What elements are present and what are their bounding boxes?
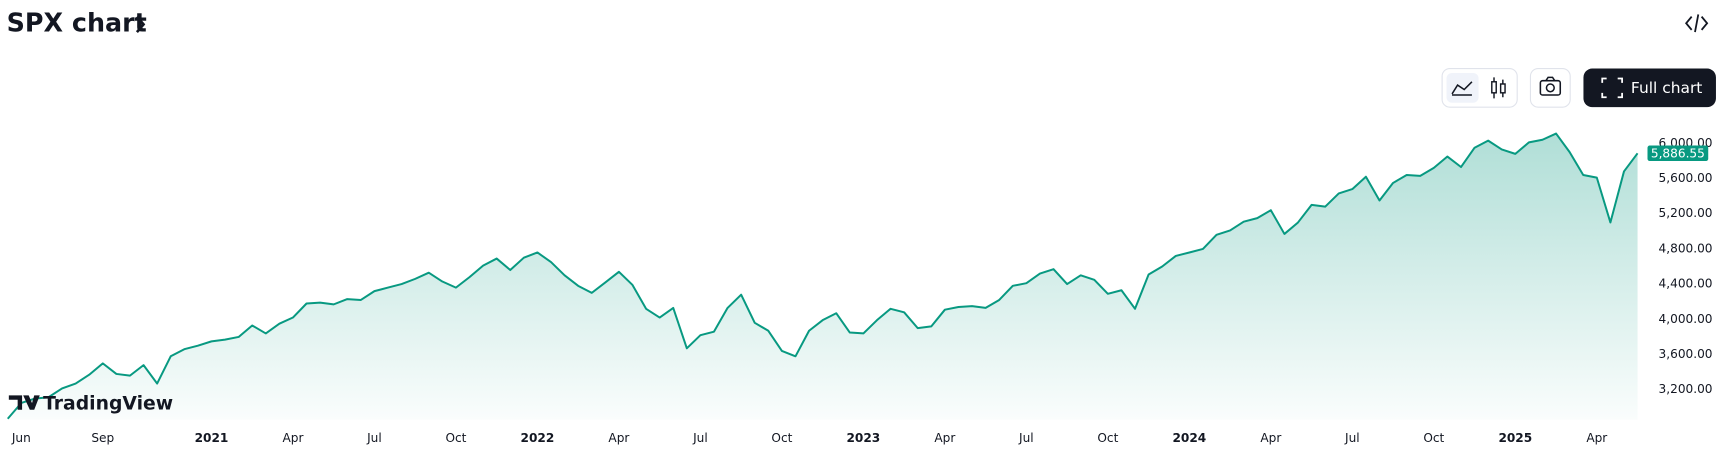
line-style-icon (1451, 81, 1473, 96)
camera-icon (1539, 76, 1562, 96)
x-tick-label: Jul (1018, 431, 1034, 445)
x-tick-label: Oct (771, 431, 792, 445)
x-tick-label: Apr (1586, 431, 1607, 445)
y-tick-label: 4,000.00 (1659, 312, 1713, 326)
x-tick-label: Jun (11, 431, 31, 445)
candle-style-button[interactable] (1491, 77, 1506, 99)
y-tick-label: 4,800.00 (1659, 241, 1713, 255)
title-chevron[interactable] (135, 15, 146, 33)
x-tick-label: 2023 (847, 431, 881, 445)
y-tick-label: 3,600.00 (1659, 347, 1713, 361)
last-price-label: 5,886.55 (1651, 146, 1705, 160)
fullscreen-icon (1601, 77, 1623, 99)
area-fill (7, 133, 1638, 420)
embed-icon[interactable] (1684, 14, 1709, 33)
full-chart-button[interactable] (1583, 68, 1716, 108)
x-tick-label: Jul (1344, 431, 1360, 445)
x-tick-label: Oct (1097, 431, 1118, 445)
y-tick-label: 4,400.00 (1659, 277, 1713, 291)
x-tick-label: Apr (934, 431, 955, 445)
x-tick-label: 2022 (521, 431, 555, 445)
x-tick-label: Oct (1423, 431, 1444, 445)
plot: 3,200.00 3,600.00 4,000.00 4,400.00 4,800.00… (6, 132, 1713, 445)
full-chart-label[interactable]: Full chart (1631, 79, 1702, 97)
y-tick-label: 5,200.00 (1659, 206, 1713, 220)
chart-title[interactable]: SPX chart (7, 7, 147, 37)
last-price-box (1647, 145, 1709, 162)
x-tick-label: Sep (91, 431, 114, 445)
x-tick-label: Jul (366, 431, 382, 445)
y-tick-label: 3,200.00 (1659, 382, 1713, 396)
watermark-text: TradingView (43, 394, 173, 415)
x-tick-label: Oct (445, 431, 466, 445)
x-tick-label: 2024 (1172, 431, 1206, 445)
y-tick-label: 5,600.00 (1659, 171, 1713, 185)
x-tick-label: Apr (1260, 431, 1281, 445)
x-tick-label: 2021 (195, 431, 229, 445)
x-tick-label: 2025 (1498, 431, 1532, 445)
x-tick-label: Jul (692, 431, 708, 445)
x-tick-label: Apr (608, 431, 629, 445)
watermark: TradingView (8, 394, 173, 415)
watermark-logo (8, 395, 40, 410)
x-tick-label: Apr (282, 431, 303, 445)
snapshot-button[interactable] (1529, 67, 1571, 108)
price-line (6, 132, 1639, 420)
